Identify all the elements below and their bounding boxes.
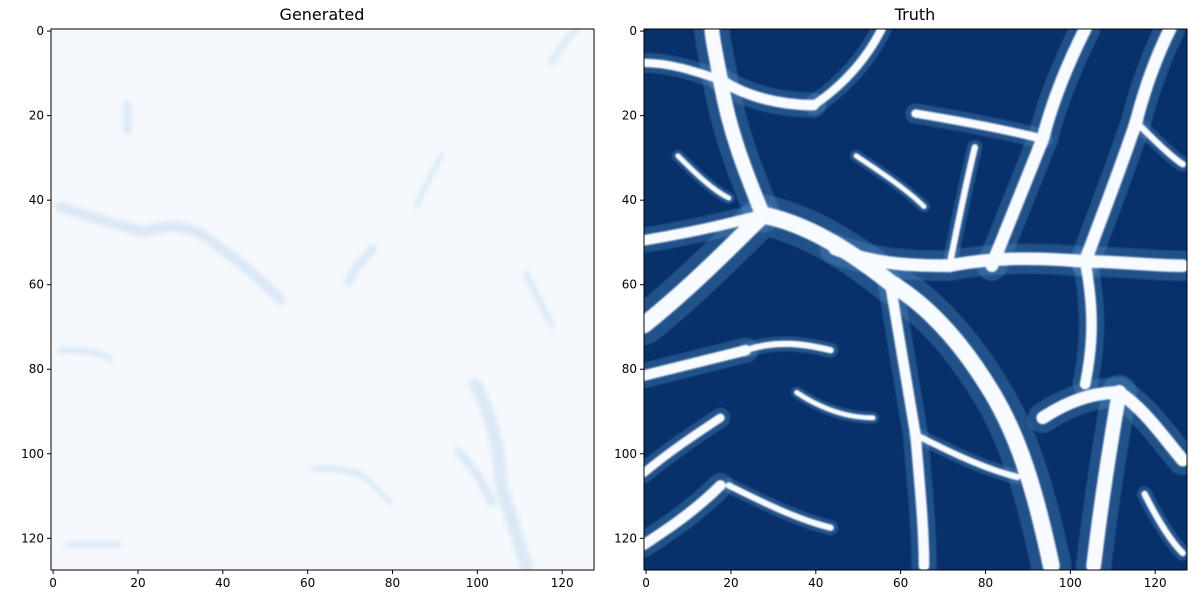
x-tick-label: 80 (385, 576, 400, 590)
heatmap-filament (809, 29, 886, 110)
x-ticks-truth: 0 20 40 60 80 100 120 (642, 570, 1167, 590)
y-tick-label: 120 (21, 531, 44, 545)
heatmap-image-truth (644, 29, 1187, 570)
y-tick-label: 80 (29, 362, 44, 376)
heatmap-filaments-truth (644, 29, 1187, 570)
x-tick-label: 40 (808, 576, 823, 590)
heatmap-filament (1079, 256, 1097, 390)
heatmap-filament (362, 474, 393, 505)
heatmap-filament (54, 201, 286, 305)
heatmap-filament (548, 29, 581, 66)
heatmap-filament (644, 58, 725, 84)
y-tick-label: 80 (622, 362, 637, 376)
x-tick-label: 40 (215, 576, 230, 590)
heatmap-filament (946, 144, 979, 269)
y-tick-label: 0 (36, 24, 44, 38)
heatmap-filament (715, 74, 819, 111)
y-ticks-truth: 0 20 40 60 80 100 120 (614, 24, 644, 545)
y-tick-label: 100 (614, 447, 637, 461)
heatmap-filament (1086, 385, 1127, 570)
x-tick-label: 120 (551, 576, 574, 590)
y-ticks-generated: 0 20 40 60 80 100 120 (21, 24, 51, 545)
x-ticks-generated: 0 20 40 60 80 100 120 (49, 570, 574, 590)
panel-generated: Generated 0 20 40 60 80 100 120 0 20 40 60 80 100 12… (21, 5, 595, 590)
heatmap-filament (343, 244, 378, 287)
heatmap-filament (644, 344, 752, 381)
heatmap-filament (56, 347, 114, 362)
heatmap-filament (522, 270, 555, 329)
heatmap-filament (853, 153, 927, 210)
heatmap-filament (1141, 490, 1186, 557)
y-tick-label: 100 (21, 447, 44, 461)
x-tick-label: 80 (978, 576, 993, 590)
x-tick-label: 60 (300, 576, 315, 590)
heatmap-filament (911, 109, 1048, 144)
heatmap-filament (644, 480, 726, 550)
y-tick-label: 20 (622, 109, 637, 123)
x-tick-label: 0 (642, 576, 650, 590)
y-tick-label: 60 (29, 278, 44, 292)
heatmap-filament (644, 413, 725, 478)
x-tick-label: 20 (130, 576, 145, 590)
heatmap-filament (725, 482, 834, 531)
heatmap-filament (1132, 118, 1186, 168)
y-tick-label: 40 (29, 193, 44, 207)
y-tick-label: 0 (629, 24, 637, 38)
heatmap-filament (454, 447, 497, 507)
axes-frame-truth (643, 28, 1188, 571)
y-tick-label: 40 (622, 193, 637, 207)
heatmap-filament (742, 340, 834, 354)
y-tick-label: 60 (622, 278, 637, 292)
heatmap-filament (794, 389, 876, 421)
heatmap-filaments-generated (54, 29, 581, 570)
heatmap-filament (644, 209, 769, 246)
x-tick-label: 60 (893, 576, 908, 590)
heatmap-filament (413, 153, 444, 210)
x-tick-label: 100 (1059, 576, 1082, 590)
x-tick-label: 0 (49, 576, 57, 590)
x-tick-label: 20 (723, 576, 738, 590)
y-tick-label: 120 (614, 531, 637, 545)
heatmap-filament (704, 29, 771, 223)
x-tick-label: 120 (1144, 576, 1167, 590)
heatmap-filament (675, 153, 732, 201)
panel-title-truth: Truth (894, 5, 936, 24)
heatmap-filament (1078, 29, 1177, 268)
panel-truth: Truth 0 20 40 60 80 100 120 0 20 40 60 80 100 120 (614, 5, 1188, 590)
y-tick-label: 20 (29, 109, 44, 123)
heatmap-filament (912, 431, 1021, 481)
heatmap-image-generated (51, 29, 594, 570)
heatmap-background-generated (51, 29, 594, 570)
heatmap-filament (310, 465, 369, 481)
axes-frame-generated (50, 28, 595, 571)
heatmap-filament (468, 377, 533, 570)
panel-title-generated: Generated (280, 5, 365, 24)
heatmap-filament (828, 242, 1187, 273)
x-tick-label: 100 (466, 576, 489, 590)
